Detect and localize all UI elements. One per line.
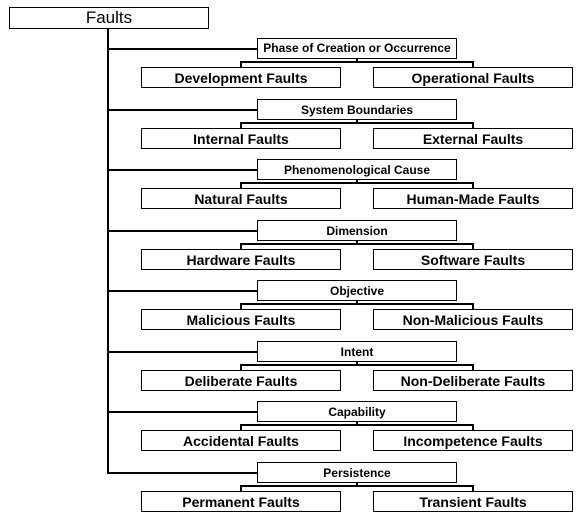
category-phenomenological-cause: Phenomenological Cause <box>257 159 457 180</box>
leaf-capability-right: Incompetence Faults <box>373 430 573 451</box>
leaf-persistence-left: Permanent Faults <box>141 491 341 512</box>
branch-right-drop-capability <box>472 424 474 430</box>
leaf-phenomenological-cause-right: Human-Made Faults <box>373 188 573 209</box>
connector-system-boundaries <box>107 109 257 111</box>
category-phase-of-creation-or-occurrence: Phase of Creation or Occurrence <box>257 38 457 59</box>
branch-stem-dimension <box>356 241 358 245</box>
branch-left-drop-persistence <box>240 485 242 491</box>
branch-left-drop-dimension <box>240 243 242 249</box>
branch-left-drop-system-boundaries <box>240 122 242 128</box>
connector-capability <box>107 411 257 413</box>
branch-left-drop-objective <box>240 303 242 309</box>
branch-stem-persistence <box>356 483 358 487</box>
category-objective: Objective <box>257 280 457 301</box>
branch-stem-objective <box>356 301 358 305</box>
branch-right-drop-objective <box>472 303 474 309</box>
connector-intent <box>107 351 257 353</box>
category-capability: Capability <box>257 401 457 422</box>
leaf-dimension-left: Hardware Faults <box>141 249 341 270</box>
connector-dimension <box>107 230 257 232</box>
leaf-objective-left: Malicious Faults <box>141 309 341 330</box>
connector-objective <box>107 290 257 292</box>
trunk-line <box>107 29 109 473</box>
leaf-objective-right: Non-Malicious Faults <box>373 309 573 330</box>
leaf-persistence-right: Transient Faults <box>373 491 573 512</box>
leaf-system-boundaries-right: External Faults <box>373 128 573 149</box>
leaf-system-boundaries-left: Internal Faults <box>141 128 341 149</box>
branch-stem-phenomenological-cause <box>356 180 358 184</box>
leaf-dimension-right: Software Faults <box>373 249 573 270</box>
branch-right-drop-dimension <box>472 243 474 249</box>
leaf-phase-of-creation-or-occurrence-left: Development Faults <box>141 67 341 88</box>
leaf-phenomenological-cause-left: Natural Faults <box>141 188 341 209</box>
category-intent: Intent <box>257 341 457 362</box>
branch-right-drop-phase-of-creation-or-occurrence <box>472 61 474 67</box>
branch-right-drop-phenomenological-cause <box>472 182 474 188</box>
branch-right-drop-persistence <box>472 485 474 491</box>
branch-stem-system-boundaries <box>356 120 358 124</box>
branch-right-drop-system-boundaries <box>472 122 474 128</box>
branch-left-drop-capability <box>240 424 242 430</box>
branch-stem-capability <box>356 422 358 426</box>
branch-stem-intent <box>356 362 358 366</box>
branch-stem-phase-of-creation-or-occurrence <box>356 59 358 63</box>
category-dimension: Dimension <box>257 220 457 241</box>
connector-phenomenological-cause <box>107 169 257 171</box>
leaf-intent-right: Non-Deliberate Faults <box>373 370 573 391</box>
leaf-intent-left: Deliberate Faults <box>141 370 341 391</box>
branch-left-drop-phase-of-creation-or-occurrence <box>240 61 242 67</box>
branch-left-drop-intent <box>240 364 242 370</box>
category-persistence: Persistence <box>257 462 457 483</box>
leaf-capability-left: Accidental Faults <box>141 430 341 451</box>
category-system-boundaries: System Boundaries <box>257 99 457 120</box>
connector-persistence <box>107 472 257 474</box>
connector-phase-of-creation-or-occurrence <box>107 48 257 50</box>
leaf-phase-of-creation-or-occurrence-right: Operational Faults <box>373 67 573 88</box>
branch-left-drop-phenomenological-cause <box>240 182 242 188</box>
branch-right-drop-intent <box>472 364 474 370</box>
root-node: Faults <box>9 7 209 29</box>
